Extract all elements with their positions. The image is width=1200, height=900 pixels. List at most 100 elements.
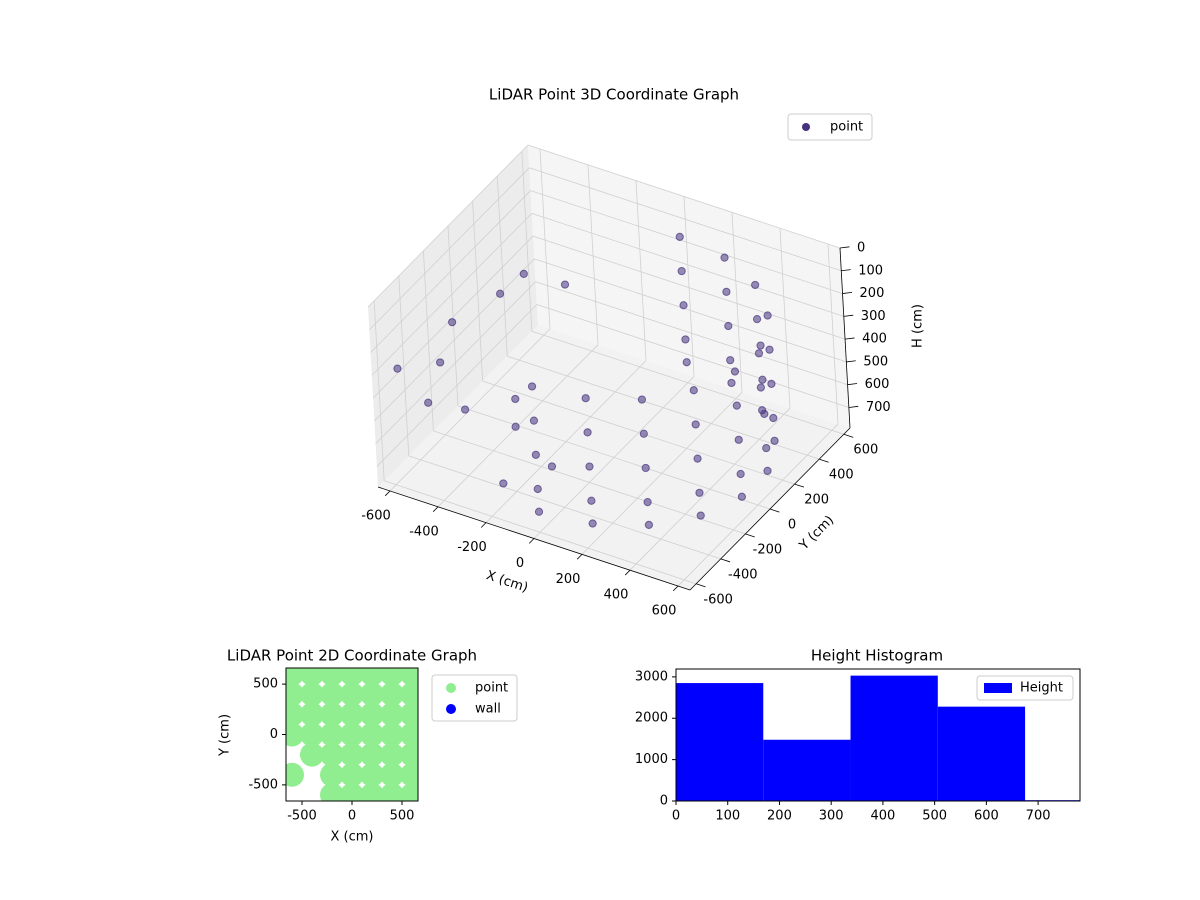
x-tick: [672, 585, 679, 592]
grid-line: [535, 281, 848, 386]
z-tick-label: 500: [863, 354, 888, 369]
bar: [676, 683, 764, 801]
z-axis-label: H (cm): [911, 304, 926, 348]
y-tick: [794, 483, 805, 488]
x-tick-label: -600: [361, 508, 391, 523]
bar: [850, 675, 938, 801]
point: [320, 782, 344, 801]
y-tick: [720, 558, 731, 563]
point: [320, 742, 344, 767]
grid-line: [587, 164, 599, 345]
point: [300, 702, 324, 727]
point: [734, 435, 743, 444]
point: [380, 702, 404, 727]
point: [758, 406, 767, 415]
grid-line: [521, 151, 533, 332]
point: [581, 394, 590, 403]
point: [360, 722, 384, 747]
point: [519, 269, 528, 278]
y-tick: [819, 458, 829, 463]
point: [727, 378, 736, 388]
z-tick-label: 100: [858, 263, 883, 278]
point: [400, 762, 418, 787]
grid-line: [482, 380, 795, 485]
point: [722, 287, 731, 296]
grid-line: [531, 212, 844, 317]
point: [340, 668, 364, 687]
point: [340, 722, 364, 747]
grid-line: [532, 235, 846, 340]
point: [436, 358, 445, 367]
grid-line: [536, 304, 849, 408]
grid-line: [370, 190, 531, 353]
grid-line: [371, 213, 533, 376]
chart-title: Height Histogram: [811, 647, 943, 665]
z-tick: [848, 405, 859, 408]
point: [340, 702, 364, 727]
grid-line: [635, 180, 647, 361]
x-axis-label: X (cm): [331, 830, 374, 845]
grid-line: [507, 355, 820, 460]
legend-marker: [984, 683, 1012, 693]
grid-line: [433, 430, 746, 535]
z-tick: [841, 269, 851, 272]
grid-line: [374, 258, 535, 422]
point: [695, 488, 704, 497]
x-tick: [624, 569, 631, 576]
point: [496, 289, 505, 298]
z-tick-label: 700: [866, 400, 891, 415]
point: [400, 668, 418, 687]
z-tick-label: 600: [865, 377, 890, 392]
z-axis-line: [839, 247, 851, 429]
point: [393, 364, 402, 373]
y-tick-label: -200: [753, 542, 783, 557]
point: [587, 496, 596, 505]
point: [730, 367, 740, 376]
point: [732, 401, 741, 410]
grid-line: [408, 455, 721, 560]
y-tick-label: 0: [660, 794, 668, 809]
point: [360, 702, 384, 727]
point: [644, 520, 653, 529]
z-tick: [839, 246, 850, 249]
point: [737, 492, 747, 501]
z-tick-label: 300: [861, 309, 886, 324]
z-tick: [846, 360, 856, 363]
point: [736, 469, 745, 479]
x-tick-label: 400: [604, 588, 629, 603]
point: [511, 394, 520, 404]
z-tick: [842, 291, 853, 294]
x-tick-label: 200: [556, 572, 581, 587]
y-tick-label: -400: [728, 567, 758, 582]
point: [300, 682, 324, 707]
y-tick-label: 500: [253, 677, 278, 692]
y-tick-label: 200: [804, 493, 829, 508]
z-tick-label: 200: [860, 286, 885, 301]
point: [340, 782, 364, 801]
x-tick-label: 0: [516, 556, 524, 571]
grid-line: [373, 300, 385, 481]
y-tick: [696, 583, 706, 588]
point: [762, 443, 771, 453]
grid-line: [531, 330, 844, 435]
y-axis-label: Y (cm): [218, 714, 233, 757]
point: [752, 315, 762, 324]
chart-title: LiDAR Point 3D Coordinate Graph: [489, 86, 739, 104]
legend-label: wall: [475, 702, 501, 717]
grid-line: [731, 212, 743, 393]
point: [340, 682, 364, 707]
point: [533, 484, 542, 494]
point: [560, 280, 570, 289]
legend-frame: [787, 113, 873, 141]
x-tick-label: 200: [767, 809, 792, 824]
point: [400, 682, 418, 707]
bar: [937, 706, 1026, 801]
point: [400, 742, 418, 767]
point: [380, 782, 404, 801]
point: [677, 266, 686, 276]
x-tick: [528, 538, 535, 544]
point: [682, 358, 691, 367]
point: [763, 311, 772, 320]
z-tick: [843, 314, 854, 317]
point: [724, 321, 733, 331]
